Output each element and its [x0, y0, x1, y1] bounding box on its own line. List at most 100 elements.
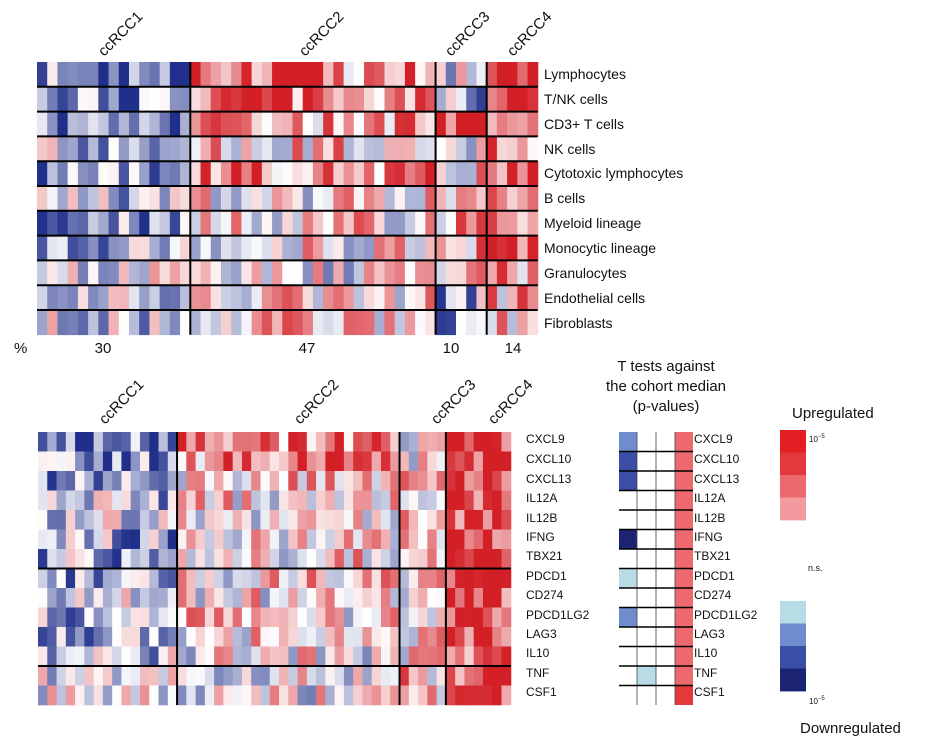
- significance-legend: Upregulated 10−5 n.s. 10−5 Downregulated: [780, 405, 901, 737]
- bottom-heatmap-cell-lag3-24: [260, 627, 271, 647]
- bottom-heatmap-cell-tbx21-48: [482, 549, 493, 569]
- bottom-heatmap-cell-csf1-32: [334, 685, 345, 706]
- bottom-heatmap-cell-pdcd1-9: [121, 568, 132, 589]
- bottom-heatmap-cell-tnf-44: [445, 666, 456, 686]
- top-heatmap-cell-endothelial-cells-27: [312, 285, 324, 311]
- bottom-heatmap-cell-lag3-5: [84, 627, 95, 647]
- top-heatmap-cell-b-cells-1: [47, 186, 58, 212]
- top-heatmap-cell-b-cells-48: [527, 186, 539, 212]
- t-test-cells: [619, 432, 693, 705]
- bottom-heatmap-cell-lag3-14: [167, 627, 178, 647]
- top-heatmap-cell-fibroblasts-30: [343, 310, 355, 336]
- bottom-heatmap-cell-cd274-22: [241, 588, 252, 608]
- top-heatmap-row-labels: Lymphocytes T/NK cells CD3+ T cells NK c…: [544, 66, 683, 331]
- top-heatmap-cell-cytotoxic-lymphocytes-30: [343, 161, 355, 187]
- bottom-heatmap-cell-cd274-46: [464, 588, 475, 608]
- top-heatmap-cell-fibroblasts-9: [128, 310, 140, 336]
- bottom-heatmap-cell-il12b-41: [418, 510, 428, 530]
- ttest-cell-pdcd1lg2-ccrcc1: [619, 607, 637, 627]
- top-heatmap-cell-b-cells-39: [435, 186, 447, 212]
- top-heatmap-cell-granulocytes-18: [220, 260, 232, 286]
- bottom-heatmap-cell-pdcd1-27: [288, 568, 299, 589]
- top-heatmap-cell-b-cells-33: [374, 186, 385, 212]
- bottom-heatmap-cell-il12a-6: [93, 490, 104, 511]
- t-test-title-line-3: (p-values): [633, 398, 700, 415]
- top-heatmap-cell-b-cells-45: [496, 186, 508, 212]
- top-heatmap-cell-cytotoxic-lymphocytes-7: [108, 161, 120, 187]
- top-heatmap-cell-t-nk-cells-21: [251, 86, 263, 112]
- bottom-heatmap-cell-tnf-5: [84, 666, 95, 686]
- top-heatmap-cell-myeloid-lineage-26: [302, 210, 314, 236]
- top-heatmap-cell-endothelial-cells-44: [486, 285, 498, 311]
- top-heatmap-cell-t-nk-cells-45: [496, 86, 508, 112]
- bottom-heatmap-cell-cd274-35: [362, 588, 373, 608]
- bottom-heatmap-cell-cxcl13-13: [158, 471, 169, 491]
- ttest-cell-tnf-ccrcc3: [656, 666, 675, 686]
- top-heatmap-cell-nk-cells-19: [231, 136, 242, 162]
- top-heatmap-cell-b-cells-41: [456, 186, 467, 212]
- bottom-heatmap-cell-ifng-13: [158, 529, 169, 550]
- bottom-heatmap-cell-tnf-25: [269, 666, 280, 686]
- top-heatmap-cell-myeloid-lineage-3: [67, 210, 79, 236]
- top-heatmap-cell-monocytic-lineage-13: [169, 235, 181, 261]
- percent-ccrcc4: 14: [505, 340, 522, 357]
- bottom-heatmap-cell-lag3-30: [316, 627, 326, 647]
- top-heatmap-cell-monocytic-lineage-23: [272, 235, 283, 261]
- bottom-heatmap-cell-ifng-7: [102, 529, 113, 550]
- top-heatmap-cell-t-nk-cells-9: [128, 86, 140, 112]
- top-heatmap-cell-cd3-t-cells-2: [57, 111, 69, 137]
- top-heatmap-cell-lymphocytes-31: [353, 62, 365, 88]
- top-heatmap-cell-b-cells-44: [486, 186, 498, 212]
- top-heatmap-cluster-labels: ccRCC1 ccRCC2 ccRCC3 ccRCC4: [95, 8, 556, 60]
- legend-swatches: [780, 430, 806, 692]
- bottom-heatmap-cell-il12a-14: [167, 490, 178, 511]
- bottom-heatmap-cell-tbx21-39: [399, 549, 410, 569]
- top-heatmap-cell-lymphocytes-1: [47, 62, 58, 88]
- top-heatmap-cell-cytotoxic-lymphocytes-28: [323, 161, 334, 187]
- bottom-heatmap-cell-il12b-30: [316, 510, 326, 530]
- top-heatmap-cell-b-cells-8: [118, 186, 130, 212]
- top-heatmap-cell-lymphocytes-12: [159, 62, 171, 88]
- top-heatmap-cell-t-nk-cells-17: [210, 86, 222, 112]
- top-heatmap-cell-b-cells-24: [282, 186, 293, 212]
- top-heatmap-cell-endothelial-cells-47: [517, 285, 529, 311]
- top-heatmap-cell-lymphocytes-23: [272, 62, 283, 88]
- bottom-heatmap-cell-tnf-15: [177, 666, 187, 686]
- row-label-monocytic-lineage: Monocytic lineage: [544, 240, 656, 256]
- top-heatmap-cell-endothelial-cells-12: [159, 285, 171, 311]
- bottom-heatmap-cell-csf1-45: [455, 685, 465, 706]
- bottom-heatmap-cell-tbx21-45: [455, 549, 465, 569]
- bottom-heatmap-cell-lag3-7: [102, 627, 113, 647]
- top-heatmap-cell-cytotoxic-lymphocytes-9: [128, 161, 140, 187]
- bottom-heatmap-cell-cxcl13-7: [102, 471, 113, 491]
- top-heatmap-cell-granulocytes-33: [374, 260, 385, 286]
- bottom-heatmap-cell-tnf-27: [288, 666, 299, 686]
- bottom-heatmap-cell-il12a-10: [130, 490, 141, 511]
- top-heatmap-cell-granulocytes-38: [425, 260, 437, 286]
- top-heatmap-cell-cd3-t-cells-40: [445, 111, 457, 137]
- top-heatmap-cell-t-nk-cells-36: [404, 86, 416, 112]
- bottom-heatmap-cluster-labels: ccRCC1 ccRCC2 ccRCC3 ccRCC4: [96, 376, 537, 428]
- top-heatmap-cell-cd3-t-cells-12: [159, 111, 171, 137]
- bottom-heatmap-cell-pdcd1-0: [38, 568, 48, 589]
- top-heatmap-cell-cd3-t-cells-23: [272, 111, 283, 137]
- bottom-heatmap-cell-ifng-1: [47, 529, 58, 550]
- bottom-heatmap-cell-il10-39: [399, 646, 410, 667]
- bottom-heatmap-cell-il12a-43: [436, 490, 447, 511]
- bottom-heatmap-cell-il12a-21: [232, 490, 243, 511]
- bottom-heatmap-cell-il12b-37: [380, 510, 391, 530]
- bottom-heatmap-cell-il12b-20: [223, 510, 234, 530]
- top-heatmap-cell-fibroblasts-15: [190, 310, 202, 336]
- bottom-heatmap-cell-lag3-19: [214, 627, 224, 647]
- bottom-heatmap-cell-il10-38: [390, 646, 401, 667]
- top-heatmap-cell-nk-cells-38: [425, 136, 437, 162]
- bottom-heatmap-cell-cxcl13-50: [501, 471, 512, 491]
- legend-ns-label: n.s.: [808, 563, 823, 573]
- legend-swatch-down-m4: [780, 668, 806, 692]
- top-heatmap-cell-granulocytes-46: [507, 260, 518, 286]
- bottom-heatmap-cell-csf1-43: [436, 685, 447, 706]
- cluster-label-ccrcc3-bottom: ccRCC3: [428, 376, 480, 428]
- bottom-heatmap-cell-pdcd1lg2-13: [158, 607, 169, 628]
- top-heatmap-cell-myeloid-lineage-27: [312, 210, 324, 236]
- bottom-heatmap-cell-ifng-10: [130, 529, 141, 550]
